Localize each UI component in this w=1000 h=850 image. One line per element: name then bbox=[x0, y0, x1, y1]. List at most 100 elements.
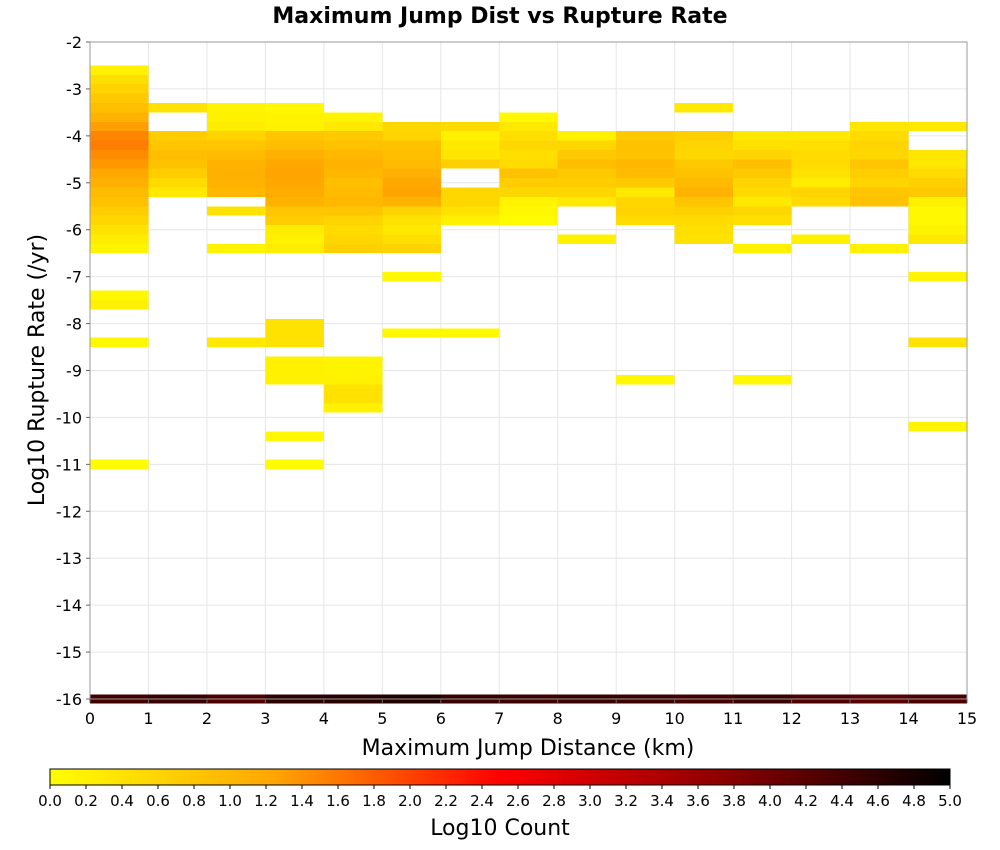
x-tick-label: 13 bbox=[840, 709, 860, 728]
heatmap-cell bbox=[440, 149, 500, 160]
heatmap-cell bbox=[265, 328, 324, 338]
heatmap-cell bbox=[674, 196, 734, 207]
heatmap-cell bbox=[265, 131, 324, 141]
heatmap-cell bbox=[265, 375, 324, 385]
heatmap-cell bbox=[323, 375, 383, 385]
heatmap-cell bbox=[265, 140, 324, 150]
heatmap-cell bbox=[90, 234, 149, 244]
chart-title: Maximum Jump Dist vs Rupture Rate bbox=[272, 4, 727, 29]
heatmap-cell bbox=[90, 196, 149, 207]
heatmap-cell bbox=[791, 178, 851, 188]
y-tick-label: -16 bbox=[56, 690, 82, 709]
x-tick-label: 9 bbox=[611, 709, 621, 728]
heatmap-cell bbox=[90, 290, 149, 301]
heatmap-cell bbox=[674, 140, 734, 150]
heatmap-cell bbox=[323, 187, 383, 197]
colorbar-tick-label: 1.8 bbox=[362, 792, 386, 810]
colorbar-tick-label: 0.4 bbox=[110, 792, 134, 810]
colorbar-tick-label: 4.4 bbox=[830, 792, 854, 810]
heatmap-cell bbox=[440, 215, 500, 226]
colorbar-tick-label: 2.2 bbox=[434, 792, 458, 810]
heatmap-cell bbox=[440, 206, 500, 216]
heatmap-cell bbox=[265, 365, 324, 376]
heatmap-cell bbox=[323, 121, 383, 132]
heatmap-cell bbox=[733, 187, 792, 197]
heatmap-cell bbox=[90, 459, 149, 470]
heatmap-cell bbox=[557, 234, 617, 244]
heatmap-cell bbox=[265, 196, 324, 207]
heatmap-cell bbox=[382, 271, 441, 282]
y-tick-label: -14 bbox=[56, 596, 82, 615]
heatmap-cell bbox=[323, 149, 383, 160]
y-tick-label: -3 bbox=[66, 80, 82, 99]
y-axis-ticks: -16 -15 -14 -13 -12 -11 -10 -9 -8 -7 -6 -5 -4 -3 -2 bbox=[56, 33, 90, 709]
heatmap-cell bbox=[323, 215, 383, 226]
y-axis-label: Log10 Rupture Rate (/yr) bbox=[25, 234, 50, 506]
heatmap-cell bbox=[674, 178, 734, 188]
heatmap-cell bbox=[382, 178, 441, 188]
colorbar-tick-label: 3.8 bbox=[722, 792, 746, 810]
heatmap-cell bbox=[90, 149, 149, 160]
heatmap-cell bbox=[908, 121, 967, 132]
heatmap-cell bbox=[206, 121, 266, 132]
heatmap-cell bbox=[499, 131, 558, 141]
heatmap-cell bbox=[499, 215, 558, 226]
colorbar-tick-label: 4.2 bbox=[794, 792, 818, 810]
x-tick-label: 1 bbox=[143, 709, 153, 728]
heatmap-cell bbox=[90, 112, 149, 122]
heatmap-cell bbox=[499, 121, 558, 132]
colorbar-tick-label: 1.6 bbox=[326, 792, 350, 810]
heatmap-cell bbox=[265, 431, 324, 441]
heatmap-cell bbox=[616, 140, 675, 150]
heatmap-cell bbox=[616, 375, 675, 385]
heatmap-cell bbox=[908, 271, 967, 282]
heatmap-cell bbox=[90, 93, 149, 104]
heatmap-cell bbox=[499, 187, 558, 197]
heatmap-cell bbox=[791, 159, 851, 169]
heatmap-cell bbox=[90, 140, 149, 150]
y-tick-label: -11 bbox=[56, 455, 82, 474]
colorbar-tick-label: 3.0 bbox=[578, 792, 602, 810]
x-tick-label: 11 bbox=[723, 709, 743, 728]
heatmap-cell bbox=[90, 159, 149, 169]
x-tick-label: 10 bbox=[664, 709, 684, 728]
heatmap-cell bbox=[382, 149, 441, 160]
heatmap-cell bbox=[382, 140, 441, 150]
heatmap-cell bbox=[323, 234, 383, 244]
heatmap-cell bbox=[908, 215, 967, 226]
y-tick-label: -2 bbox=[66, 33, 82, 52]
x-tick-label: 6 bbox=[436, 709, 446, 728]
colorbar-tick-label: 0.6 bbox=[146, 792, 170, 810]
colorbar-tick-label: 0.0 bbox=[38, 792, 62, 810]
heatmap-cell bbox=[674, 215, 734, 226]
heatmap-cell bbox=[265, 243, 324, 254]
y-tick-label: -6 bbox=[66, 221, 82, 240]
heatmap-cell bbox=[674, 234, 734, 244]
heatmap-cell bbox=[323, 178, 383, 188]
heatmap-cell bbox=[382, 234, 441, 244]
heatmap-cell bbox=[382, 328, 441, 338]
heatmap-cell bbox=[206, 168, 266, 179]
heatmap-cell bbox=[206, 140, 266, 150]
heatmap-cell bbox=[499, 140, 558, 150]
heatmap-cell bbox=[206, 337, 266, 348]
heatmap-cell bbox=[733, 215, 792, 226]
heatmap-cell bbox=[908, 168, 967, 179]
heatmap-cell bbox=[148, 159, 207, 169]
heatmap-cell bbox=[265, 225, 324, 235]
colorbar-tick-label: 3.6 bbox=[686, 792, 710, 810]
heatmap-cell bbox=[616, 168, 675, 179]
heatmap-cell bbox=[791, 187, 851, 197]
colorbar-tick-label: 1.0 bbox=[218, 792, 242, 810]
y-tick-label: -15 bbox=[56, 643, 82, 662]
heatmap-cell bbox=[850, 243, 909, 254]
heatmap-cell bbox=[616, 149, 675, 160]
heatmap-cell bbox=[674, 225, 734, 235]
heatmap-cell bbox=[791, 234, 851, 244]
heatmap-cell bbox=[90, 74, 149, 85]
colorbar-tick-label: 2.4 bbox=[470, 792, 494, 810]
heatmap-cell bbox=[323, 365, 383, 376]
heatmap-cell bbox=[733, 149, 792, 160]
colorbar-tick-label: 1.2 bbox=[254, 792, 278, 810]
